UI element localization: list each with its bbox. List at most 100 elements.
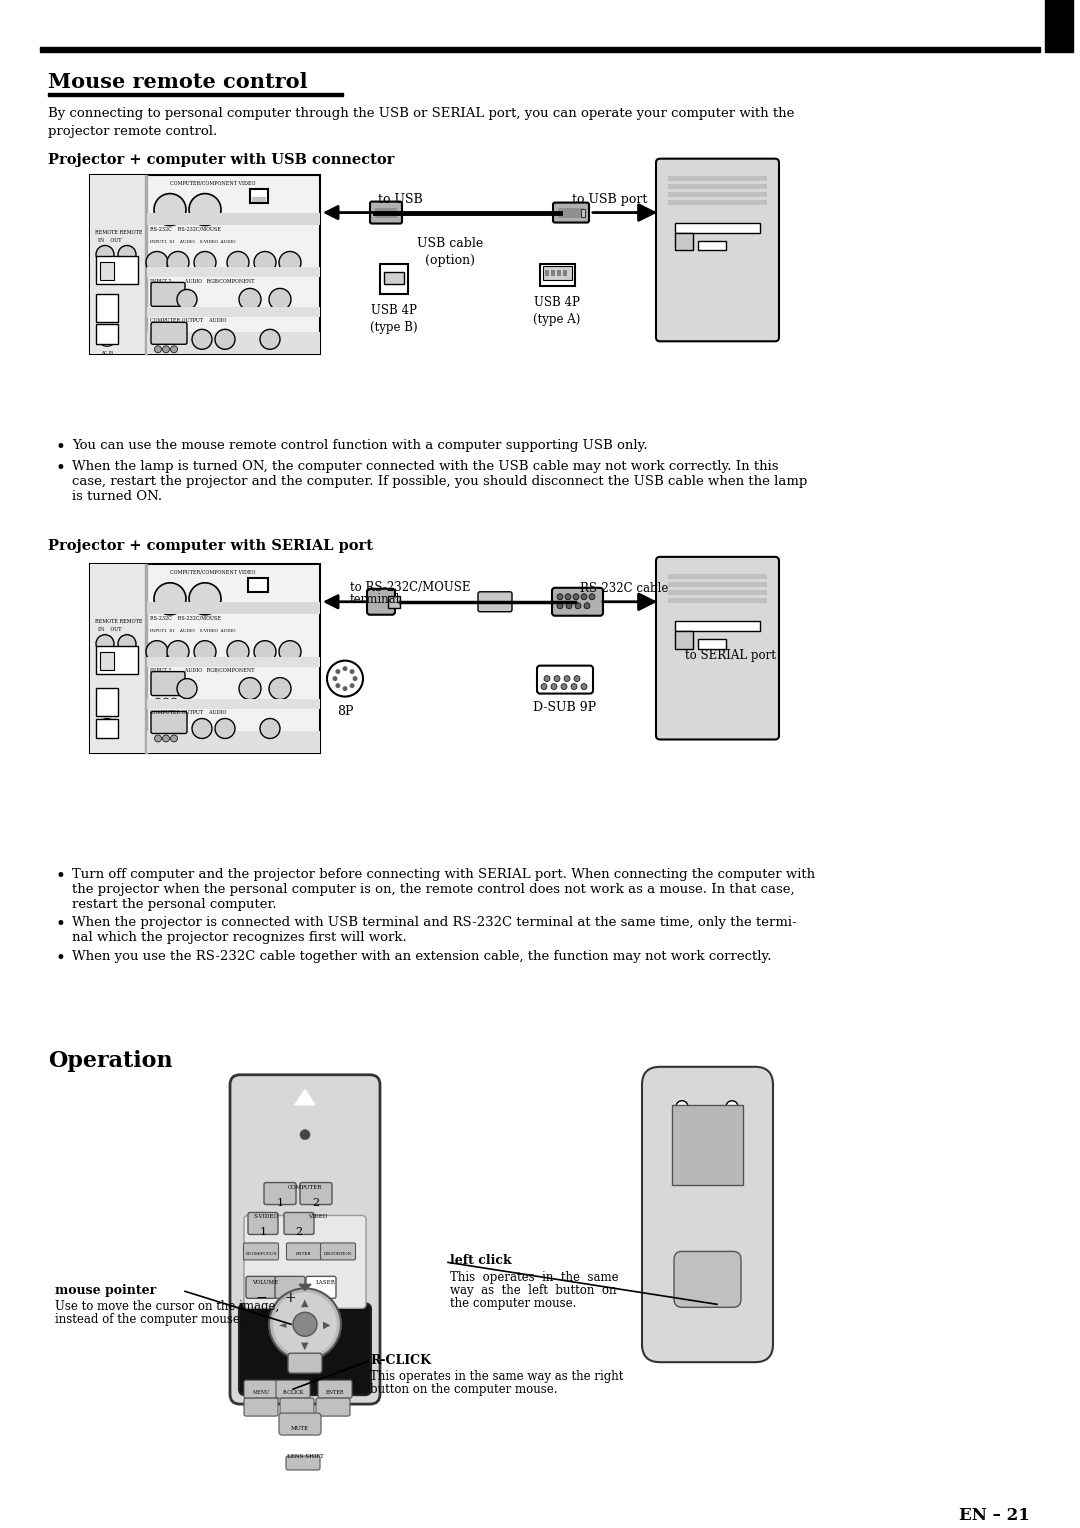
Text: LASER: LASER	[316, 1280, 336, 1285]
Circle shape	[239, 677, 261, 700]
Bar	[145, 174, 147, 354]
Bar	[669, 176, 767, 180]
Bar	[675, 620, 760, 631]
Circle shape	[162, 735, 170, 743]
FancyBboxPatch shape	[656, 159, 779, 341]
Text: ENTER: ENTER	[296, 1253, 312, 1256]
Bar	[100, 263, 114, 281]
Text: You can use the mouse remote control function with a computer supporting USB onl: You can use the mouse remote control fun…	[72, 439, 648, 452]
Bar	[551, 270, 555, 277]
Circle shape	[336, 669, 340, 674]
Bar	[147, 732, 320, 753]
Text: to RS-232C/MOUSE: to RS-232C/MOUSE	[350, 581, 471, 594]
Circle shape	[167, 640, 189, 663]
Circle shape	[269, 677, 291, 700]
Text: AC IN: AC IN	[100, 351, 113, 356]
Circle shape	[189, 194, 221, 226]
Text: 8P: 8P	[337, 704, 353, 718]
FancyBboxPatch shape	[276, 1380, 310, 1398]
Text: •: •	[55, 950, 65, 967]
Bar	[698, 639, 726, 649]
FancyBboxPatch shape	[286, 1456, 320, 1470]
Bar	[147, 657, 320, 666]
FancyBboxPatch shape	[230, 1074, 380, 1404]
Bar	[96, 688, 118, 715]
Circle shape	[154, 735, 162, 743]
Bar	[147, 602, 320, 614]
FancyBboxPatch shape	[279, 1413, 321, 1435]
FancyBboxPatch shape	[537, 666, 593, 694]
FancyBboxPatch shape	[478, 591, 512, 611]
Circle shape	[269, 1288, 341, 1360]
Text: DISTORTION: DISTORTION	[324, 1253, 352, 1256]
Circle shape	[260, 718, 280, 738]
Circle shape	[162, 345, 170, 353]
Circle shape	[342, 686, 348, 691]
Text: the projector when the personal computer is on, the remote control does not work: the projector when the personal computer…	[72, 883, 795, 897]
Circle shape	[541, 683, 546, 689]
Text: ENGLISH: ENGLISH	[1053, 197, 1065, 257]
Text: •: •	[55, 917, 65, 934]
Circle shape	[273, 1293, 337, 1357]
FancyBboxPatch shape	[244, 1398, 278, 1416]
Text: way  as  the  left  button  on: way as the left button on	[450, 1285, 617, 1297]
Text: When the projector is connected with USB terminal and RS-232C terminal at the sa: When the projector is connected with USB…	[72, 917, 797, 929]
Bar	[375, 208, 397, 217]
FancyBboxPatch shape	[288, 1354, 322, 1374]
Text: Projector + computer with USB connector: Projector + computer with USB connector	[48, 153, 394, 167]
Bar	[147, 307, 320, 318]
Circle shape	[584, 602, 590, 608]
FancyBboxPatch shape	[244, 1215, 366, 1308]
Polygon shape	[295, 1089, 315, 1105]
Text: ROOM/FOCUS: ROOM/FOCUS	[245, 1253, 276, 1256]
FancyBboxPatch shape	[370, 202, 402, 223]
Bar	[380, 264, 408, 295]
Circle shape	[227, 252, 249, 274]
Text: USB cable
(option): USB cable (option)	[417, 237, 483, 266]
Text: INPUT 2         AUDIO   RGB/COMPONENT: INPUT 2 AUDIO RGB/COMPONENT	[150, 278, 255, 283]
Circle shape	[254, 252, 276, 274]
FancyBboxPatch shape	[674, 1251, 741, 1308]
Text: When the lamp is turned ON, the computer connected with the USB cable may not wo: When the lamp is turned ON, the computer…	[72, 460, 779, 474]
Text: This operates in the same way as the right: This operates in the same way as the rig…	[370, 1371, 623, 1383]
Circle shape	[177, 289, 197, 309]
Circle shape	[269, 289, 291, 310]
Text: EN – 21: EN – 21	[959, 1507, 1030, 1523]
Text: INPUT 2         AUDIO   RGB/COMPONENT: INPUT 2 AUDIO RGB/COMPONENT	[150, 668, 255, 672]
Circle shape	[215, 718, 235, 738]
Text: R-CLICK: R-CLICK	[282, 1390, 303, 1395]
Text: INPUT1  S1    AUDIO    S-VIDEO  AUDIO: INPUT1 S1 AUDIO S-VIDEO AUDIO	[150, 240, 235, 243]
Bar	[96, 295, 118, 322]
Circle shape	[171, 345, 177, 353]
Circle shape	[557, 594, 563, 601]
Circle shape	[154, 698, 162, 704]
Bar	[669, 183, 767, 188]
Text: IN    OUT: IN OUT	[98, 626, 121, 631]
Text: S-VIDEO: S-VIDEO	[254, 1215, 279, 1219]
Bar	[90, 174, 320, 354]
Polygon shape	[299, 1285, 311, 1290]
Bar	[145, 564, 147, 753]
Text: RS-232C    RS-232C/MOUSE: RS-232C RS-232C/MOUSE	[150, 616, 221, 620]
Text: RS-232C    RS-232C/MOUSE: RS-232C RS-232C/MOUSE	[150, 226, 221, 232]
Circle shape	[260, 330, 280, 350]
Bar	[96, 718, 118, 738]
Text: to USB: to USB	[378, 193, 422, 206]
Bar	[669, 582, 767, 587]
Text: INPUT1  S1    AUDIO    S-VIDEO  AUDIO: INPUT1 S1 AUDIO S-VIDEO AUDIO	[150, 628, 235, 633]
Circle shape	[97, 327, 117, 347]
Text: ▲: ▲	[301, 1297, 309, 1308]
Text: left click: left click	[450, 1254, 512, 1267]
Text: Mouse remote control: Mouse remote control	[48, 72, 308, 92]
Bar	[248, 578, 268, 591]
Text: IN    OUT: IN OUT	[98, 237, 121, 243]
FancyBboxPatch shape	[300, 1183, 332, 1204]
Circle shape	[162, 698, 170, 704]
FancyBboxPatch shape	[248, 1213, 278, 1235]
Bar	[384, 272, 404, 284]
Text: button on the computer mouse.: button on the computer mouse.	[370, 1383, 557, 1397]
Bar	[90, 174, 145, 354]
Text: RS-232C cable: RS-232C cable	[580, 582, 669, 594]
Bar	[100, 651, 114, 669]
Text: terminal: terminal	[350, 593, 401, 605]
